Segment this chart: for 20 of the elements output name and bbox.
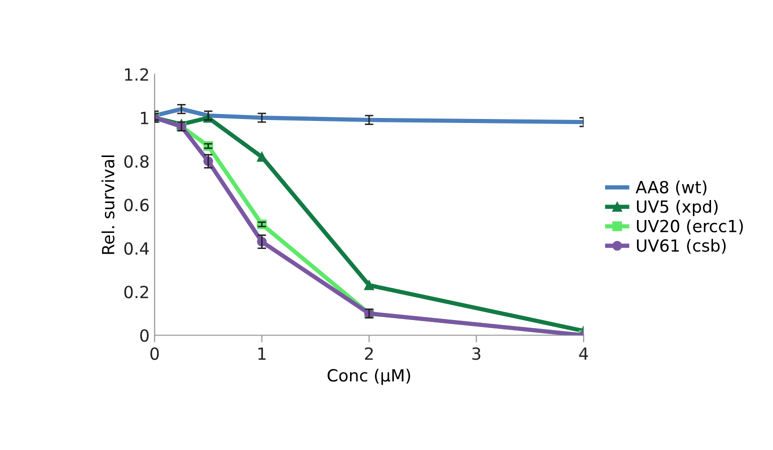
legend-label: AA8 (wt) <box>636 180 706 196</box>
point <box>256 152 267 162</box>
legend-label: UV20 (ercc1) <box>636 219 743 234</box>
y-tick-label: 0.8 <box>124 155 149 168</box>
y-tick-label: 0 <box>140 329 149 342</box>
y-tick-label: 0.6 <box>124 198 149 212</box>
y-axis-title: Rel. survival <box>102 156 114 254</box>
legend-label: UV61 (csb) <box>636 238 726 254</box>
y-tick-label: 1 <box>140 112 148 124</box>
x-tick-label: 1 <box>258 348 266 360</box>
x-tick-label: 4 <box>579 348 588 360</box>
y-tick-label: 0.4 <box>124 242 149 255</box>
x-tick-label: 3 <box>472 347 480 360</box>
y-tick-label: 1.2 <box>125 68 148 81</box>
legend-label: UV5 (xpd) <box>636 200 718 216</box>
x-axis-title: Conc (µM) <box>328 368 410 385</box>
point <box>364 280 374 290</box>
x-tick-label: 2 <box>365 347 373 360</box>
x-tick-label: 0 <box>150 347 159 360</box>
y-tick-label: 0.2 <box>124 286 148 298</box>
